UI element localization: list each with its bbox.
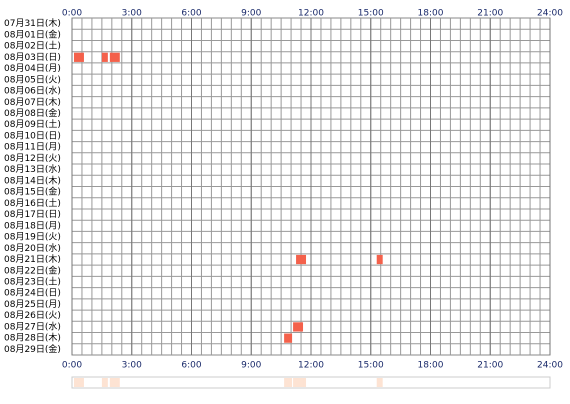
x-tick-label: 9:00 [241,9,261,19]
row-label: 08月19日(火) [4,232,61,243]
row-label: 08月22日(金) [4,264,61,276]
summary-block [284,378,293,387]
row-label: 08月08日(金) [4,107,61,119]
activity-block [73,52,84,62]
row-label: 08月07日(木) [4,96,61,108]
row-label: 07月31日(木) [4,17,61,29]
activity-block [293,322,304,332]
summary-block [293,378,304,387]
row-label: 08月01日(金) [4,28,61,40]
activity-block [284,333,293,343]
summary-block [376,378,383,387]
x-tick-label-bottom: 6:00 [181,361,201,371]
row-label: 08月28日(木) [4,332,61,344]
x-tick-label: 24:00 [537,9,563,19]
row-label: 08月24日(日) [4,288,61,299]
row-label: 08月09日(土) [4,118,61,130]
x-tick-label-bottom: 3:00 [122,361,142,371]
summary-strip [71,376,551,389]
x-tick-label-bottom: 24:00 [537,361,563,371]
row-label: 08月12日(火) [4,153,61,164]
summary-block [101,378,108,387]
summary-block [109,378,120,387]
x-tick-label-bottom: 0:00 [62,361,82,371]
row-label: 08月27日(水) [4,320,61,332]
row-label: 08月14日(木) [4,174,61,186]
row-label: 08月21日(木) [4,253,61,265]
row-label: 08月16日(土) [4,197,61,209]
row-label: 08月10日(日) [4,130,61,141]
activity-block [376,254,383,265]
row-label: 08月18日(月) [4,220,61,231]
row-label: 08月06日(水) [4,85,61,97]
row-label: 08月25日(月) [4,299,61,310]
row-label: 08月13日(水) [4,163,61,175]
summary-block [73,378,84,387]
row-label: 08月11日(月) [4,142,61,153]
x-tick-label-bottom: 18:00 [418,361,444,371]
x-tick-label-bottom: 9:00 [241,361,261,371]
x-tick-label: 18:00 [418,9,444,19]
x-tick-label: 0:00 [62,9,82,19]
row-label: 08月29日(金) [4,343,61,355]
row-label: 08月17日(日) [4,209,61,220]
x-tick-label: 21:00 [477,9,503,19]
row-label: 08月26日(火) [4,310,61,321]
row-label: 08月02日(土) [4,40,61,52]
x-tick-label-bottom: 21:00 [477,361,503,371]
row-label: 08月20日(水) [4,242,61,254]
row-label: 08月04日(月) [4,63,61,74]
row-label: 08月23日(土) [4,275,61,287]
x-tick-label: 3:00 [122,9,142,19]
x-tick-label: 12:00 [298,9,324,19]
x-tick-label-bottom: 15:00 [358,361,384,371]
row-label: 08月15日(金) [4,186,61,198]
row-label: 08月03日(日) [4,52,61,63]
x-tick-label: 6:00 [181,9,201,19]
activity-block [109,52,120,62]
row-label: 08月05日(火) [4,74,61,85]
x-tick-label: 15:00 [358,9,384,19]
activity-block [101,52,108,62]
activity-block [296,254,307,265]
x-tick-label-bottom: 12:00 [298,361,324,371]
